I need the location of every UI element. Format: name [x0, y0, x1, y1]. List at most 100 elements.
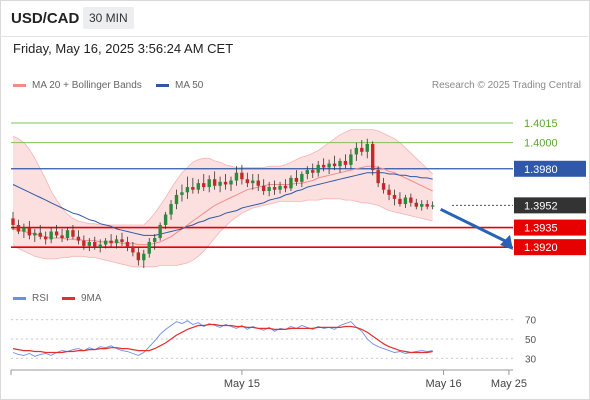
candle-body [54, 231, 59, 236]
candle-body [125, 241, 130, 248]
candle-body [207, 179, 211, 188]
ma20-line [12, 165, 433, 246]
candle-body [136, 252, 141, 261]
candle-body [283, 185, 288, 189]
candle-body [262, 185, 266, 191]
candle-body [103, 240, 108, 245]
candle-body [376, 170, 380, 184]
candle-body [38, 232, 42, 237]
candle-body [212, 179, 217, 186]
source-credit: Research © 2025 Trading Central [431, 80, 581, 91]
candle-body [82, 240, 86, 246]
candle-body [278, 185, 282, 190]
ma50-swatch [156, 83, 169, 87]
candle-body [305, 170, 309, 175]
candle-body [392, 194, 397, 199]
candle-body [234, 172, 239, 181]
legend-ma50: MA 50 [156, 80, 203, 92]
bollinger-upper-line [12, 129, 433, 226]
ma20-swatch [13, 83, 26, 87]
resistance-label-1.4000: 1.4000 [524, 138, 558, 150]
timeframe-badge[interactable]: 30 MIN [83, 7, 134, 29]
candle-body [289, 177, 293, 189]
candle-body [387, 189, 391, 195]
forecast-arrow-shaft [439, 207, 506, 243]
candle-body [114, 239, 119, 244]
support-tag-1.3920 [514, 239, 586, 256]
candle-body [403, 197, 408, 205]
candle-body [191, 187, 195, 190]
candle-body [22, 227, 26, 232]
candle-body [245, 179, 250, 184]
candle-body [316, 164, 320, 173]
candle-body [294, 177, 299, 182]
candle-body [354, 147, 359, 155]
bollinger-lower-line [12, 198, 433, 268]
candle-body [349, 154, 353, 165]
candle-body [240, 172, 244, 180]
last-price-label: 1.3952 [524, 200, 558, 212]
candle-body [65, 230, 70, 239]
candle-body [174, 194, 179, 205]
candle-body [338, 160, 342, 167]
candle-body [343, 160, 348, 165]
candle-body [142, 253, 146, 261]
candle-body [93, 241, 97, 248]
resistance-label-1.4015: 1.4015 [524, 118, 558, 130]
legend-ma20: MA 20 + Bollinger Bands [13, 80, 142, 92]
ma50-line [12, 172, 433, 236]
candle-body [120, 239, 124, 242]
candle-body [371, 143, 375, 171]
candle-body [71, 230, 75, 237]
candle-body [414, 202, 418, 207]
forecast-arrow-head [500, 234, 513, 250]
candle-body [300, 174, 304, 182]
pivot-tag [514, 160, 586, 177]
candle-body [27, 227, 32, 236]
candle-body [425, 204, 429, 207]
candle-body [430, 205, 435, 207]
candle-body [398, 198, 402, 205]
candle-body [267, 187, 271, 191]
candle-body [98, 244, 102, 248]
legend-ma20-label: MA 20 + Bollinger Bands [32, 80, 142, 91]
candle-body [223, 181, 228, 185]
rsi9-line [12, 323, 433, 354]
candle-body [163, 214, 168, 225]
candle-body [332, 163, 337, 167]
candle-body [33, 232, 37, 236]
support-label-1.3920: 1.3920 [524, 242, 558, 254]
timestamp: Friday, May 16, 2025 3:56:24 AM CET [13, 41, 234, 56]
candle-body [16, 224, 21, 232]
legend-rsi-label: RSI [32, 293, 49, 304]
candle-body [158, 224, 162, 239]
candle-body [202, 183, 206, 188]
candle-body [327, 163, 331, 168]
pivot-label: 1.3980 [524, 164, 558, 176]
candle-body [311, 170, 315, 173]
candle-body [109, 240, 113, 244]
support-tag-1.3935 [514, 219, 586, 236]
candle-body [256, 180, 260, 186]
chart-header: USD/CAD 30 MIN [0, 0, 588, 37]
legend-ma50-label: MA 50 [175, 80, 204, 91]
candle-body [196, 183, 200, 190]
candle-body [218, 181, 222, 186]
bollinger-band-fill [13, 129, 433, 267]
candle-body [60, 235, 64, 239]
candle-body [251, 180, 255, 184]
x-tick-label-1: May 16 [426, 378, 462, 390]
candle-body [87, 241, 91, 246]
legend-rsi9-label: 9MA [81, 293, 102, 304]
candle-body [229, 180, 233, 185]
rsi-swatch [13, 296, 26, 300]
instrument-title: USD/CAD [11, 10, 80, 27]
candle-body [365, 143, 369, 152]
candle-body [11, 218, 15, 225]
rsi-tick-50: 50 [525, 335, 537, 346]
candle-body [44, 236, 48, 240]
candle-body [76, 236, 81, 241]
candle-body [131, 247, 135, 253]
x-tick-label-2: May 25 [491, 378, 527, 390]
